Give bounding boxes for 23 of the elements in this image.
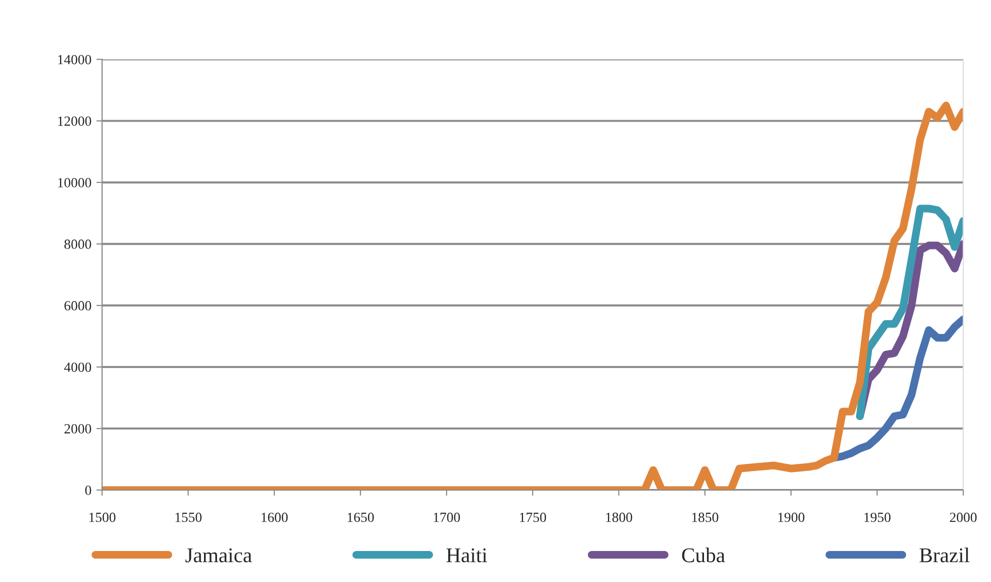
x-tick-label: 1850	[692, 512, 718, 522]
y-tick-label: 14000	[58, 54, 92, 64]
x-tick-label: 1600	[262, 512, 288, 522]
y-tick-label: 2000	[64, 424, 92, 434]
x-tick-label: 1500	[89, 512, 116, 522]
y-tick-label: 12000	[58, 116, 92, 126]
x-tick-label: 2000	[950, 512, 977, 522]
y-tick-label: 10000	[58, 178, 92, 188]
y-tick-label: 6000	[64, 301, 92, 310]
y-tick-label: 4000	[64, 362, 92, 372]
legend-label: Jamaica	[185, 548, 252, 562]
x-tick-label: 1800	[606, 512, 632, 522]
y-tick-label: 0	[85, 486, 92, 495]
legend-label: Cuba	[682, 548, 725, 562]
x-tick-label: 1700	[434, 512, 460, 522]
x-tick-label: 1950	[864, 512, 890, 522]
x-tick-label: 1750	[520, 512, 546, 522]
x-tick-label: 1550	[176, 512, 202, 522]
legend-label: Haiti	[446, 548, 488, 562]
y-tick-label: 8000	[64, 240, 92, 249]
x-tick-label: 1900	[778, 512, 804, 522]
legend-label: Brazil	[920, 548, 970, 562]
x-tick-label: 1650	[348, 512, 374, 522]
